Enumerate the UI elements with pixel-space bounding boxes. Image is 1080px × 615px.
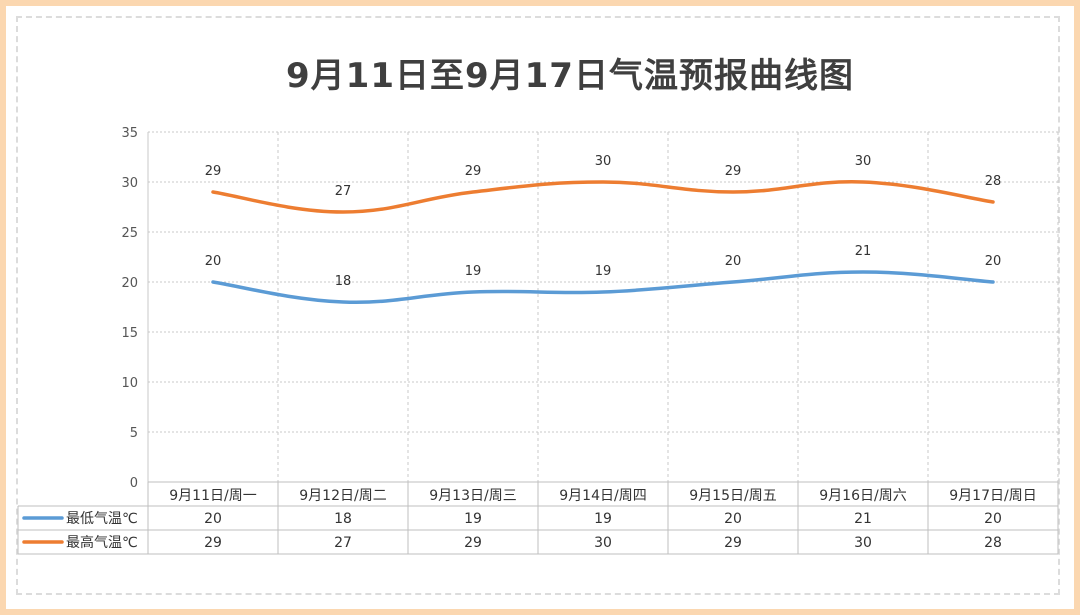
table-cell-value: 30 <box>854 535 872 551</box>
y-tick-label: 15 <box>121 326 138 341</box>
table-cell-value: 18 <box>334 511 352 527</box>
x-category-label: 9月16日/周六 <box>819 488 906 504</box>
data-label: 29 <box>725 164 742 179</box>
table-cell-value: 28 <box>984 535 1002 551</box>
data-label: 30 <box>595 154 612 169</box>
data-label: 20 <box>725 254 742 269</box>
data-label: 18 <box>335 274 352 289</box>
table-cell-value: 30 <box>594 535 612 551</box>
data-label: 29 <box>205 164 222 179</box>
table-cell-value: 19 <box>594 511 612 527</box>
legend-label: 最低气温℃ <box>66 511 138 527</box>
x-category-label: 9月17日/周日 <box>949 488 1036 504</box>
x-category-label: 9月13日/周三 <box>429 488 516 504</box>
data-label: 28 <box>985 174 1002 189</box>
table-cell-value: 20 <box>724 511 742 527</box>
table-cell-value: 29 <box>724 535 742 551</box>
data-label: 20 <box>205 254 222 269</box>
data-label: 29 <box>465 164 482 179</box>
series-line-low <box>211 270 995 305</box>
y-tick-label: 20 <box>121 276 138 291</box>
table-cell-value: 21 <box>854 511 872 527</box>
x-category-label: 9月11日/周一 <box>169 488 256 504</box>
y-tick-label: 5 <box>130 426 138 441</box>
chart-border <box>16 16 1060 595</box>
table-cell-value: 20 <box>984 511 1002 527</box>
legend-label: 最高气温℃ <box>66 534 138 551</box>
y-tick-label: 10 <box>121 376 138 391</box>
table-cell-value: 29 <box>464 535 482 551</box>
x-category-label: 9月15日/周五 <box>689 488 776 504</box>
data-label: 21 <box>855 244 872 259</box>
chart-frame <box>6 6 1074 609</box>
data-label: 27 <box>335 184 352 199</box>
y-tick-label: 25 <box>121 226 138 241</box>
table-cell-value: 29 <box>204 535 222 551</box>
x-category-label: 9月14日/周四 <box>559 488 646 504</box>
y-tick-label: 0 <box>130 476 138 491</box>
y-tick-label: 35 <box>121 126 138 141</box>
data-label: 20 <box>985 254 1002 269</box>
data-label: 19 <box>595 264 612 279</box>
table-cell-value: 20 <box>204 511 222 527</box>
series-line-high <box>211 180 995 214</box>
chart-title: 9月11日至9月17日气温预报曲线图 <box>286 56 854 96</box>
data-label: 30 <box>855 154 872 169</box>
table-cell-value: 27 <box>334 535 352 551</box>
x-category-label: 9月12日/周二 <box>299 488 386 504</box>
table-cell-value: 19 <box>464 511 482 527</box>
data-label: 19 <box>465 264 482 279</box>
y-tick-label: 30 <box>121 176 138 191</box>
